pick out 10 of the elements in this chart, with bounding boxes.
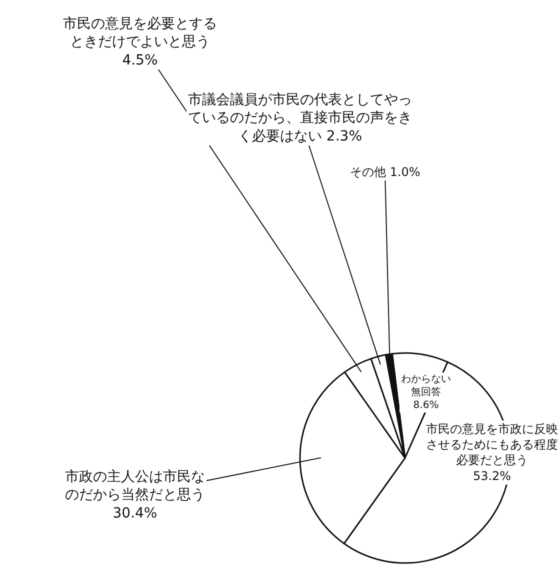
slice-label: 市議会議員が市民の代表としてやっているのだから、直接市民の声をきく必要はない 2.3% [188, 92, 412, 144]
slice-label: 市民の意見を必要とするときだけでよいと思う [63, 16, 217, 50]
data-label: 53.2% [472, 468, 512, 483]
slice-label: 市民の意見を市政に反映させるためにもある程度必要だと思う [426, 422, 558, 468]
slice-label: その他 1.0% [350, 165, 420, 179]
slice-label: わからない無回答 [401, 374, 451, 398]
slice-label: 市政の主人公は市民なのだから当然だと思う [65, 469, 205, 504]
data-label: 4.5% [122, 52, 158, 68]
data-label: 8.6% [413, 400, 439, 411]
data-label: 30.4% [112, 505, 158, 522]
